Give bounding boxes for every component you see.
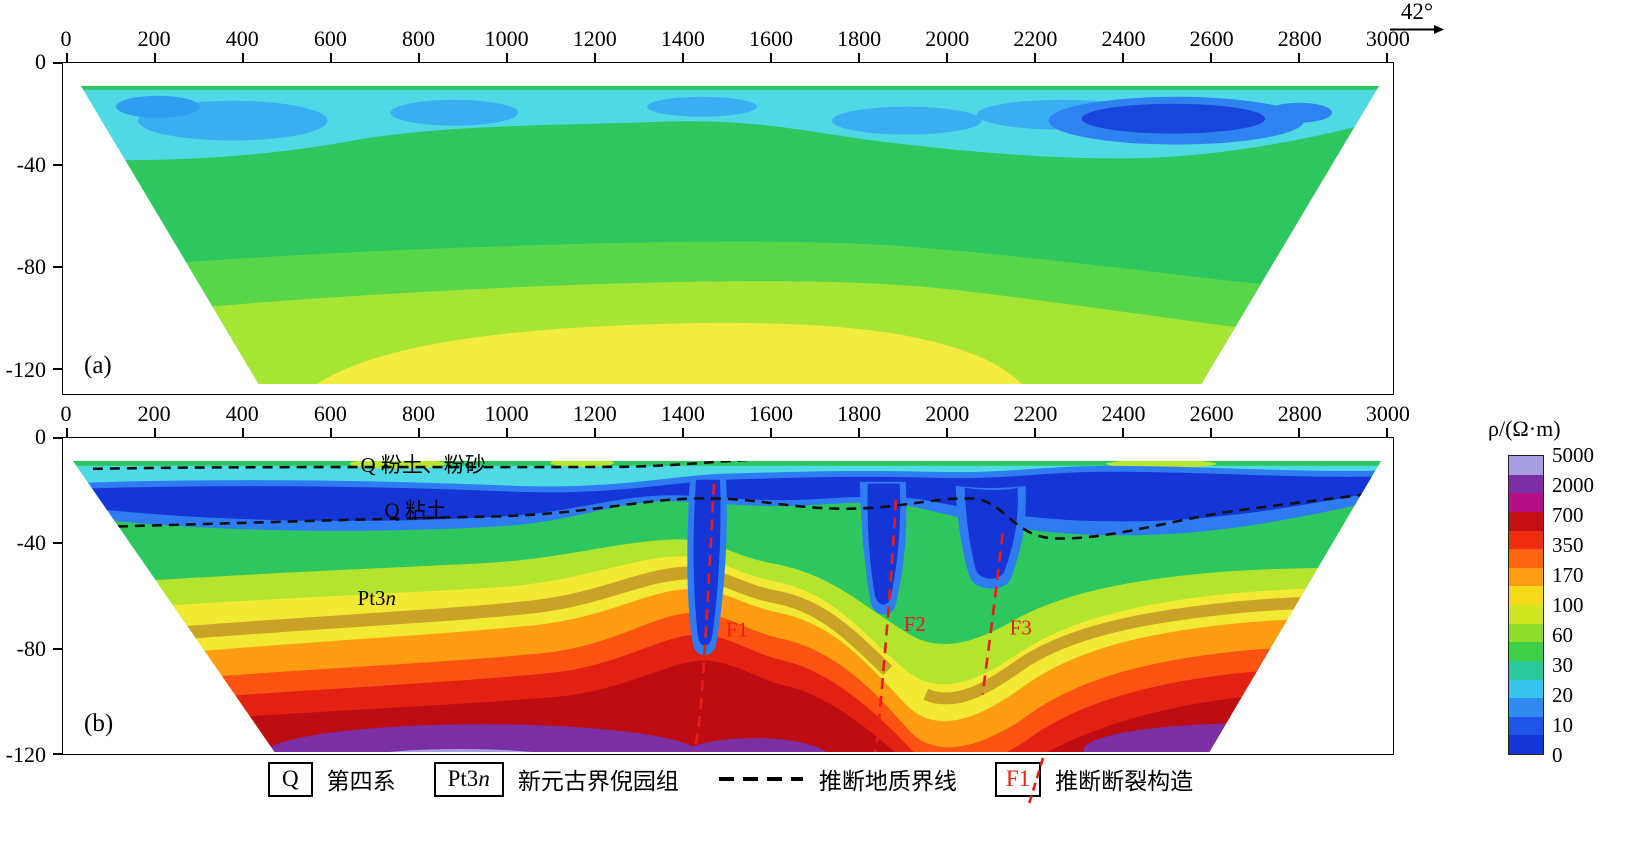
x-tick-mark [946, 428, 948, 437]
annotation-f2: F2 [904, 612, 926, 636]
panel-b-y-axis-labels: 0 -40 -80 -120 [5, 424, 46, 767]
colorbar-cell [1509, 605, 1543, 624]
colorbar-cell [1509, 567, 1543, 587]
x-tick-mark [858, 53, 860, 62]
panel-b-plot-area: Q 粉土、粉砂 Q 粘土 Pt3n F1 F2 F3 [62, 437, 1394, 755]
annotation-f3: F3 [1010, 616, 1032, 640]
y-tick-mark [53, 647, 62, 650]
legend-q-symbol: Q [268, 762, 313, 797]
x-tick-mark [154, 53, 156, 62]
x-tick-mark [1122, 428, 1124, 437]
colorbar [1508, 455, 1544, 755]
fault-line-f2 [873, 499, 898, 753]
x-tick-mark [242, 428, 244, 437]
annotation-q-silt: Q 粉土、粉砂 [361, 453, 486, 477]
x-tick-mark [946, 53, 948, 62]
x-tick-mark [682, 53, 684, 62]
x-tick-mark [1298, 53, 1300, 62]
bearing-arrow-icon [1390, 25, 1444, 35]
x-tick-mark [1298, 428, 1300, 437]
y-tick-mark [53, 368, 62, 370]
legend: Q 第四系 Pt3n 新元古界倪园组 推断地质界线 F1 推断断裂构造 [268, 757, 1194, 805]
annotation-f1: F1 [726, 618, 748, 642]
colorbar-cell [1509, 456, 1543, 475]
resistivity-section-b: Q 粉土、粉砂 Q 粘土 Pt3n F1 F2 F3 [72, 453, 1382, 753]
colorbar-title: ρ/(Ω·m) [1488, 416, 1561, 441]
x-tick-mark [1034, 428, 1036, 437]
x-tick-mark [418, 53, 420, 62]
panel-b-x-tick-marks [66, 428, 1388, 437]
y-tick-mark [53, 437, 62, 439]
legend-boundary-line-icon [718, 777, 803, 782]
colorbar-cell [1509, 698, 1543, 717]
colorbar-cell [1509, 735, 1543, 754]
x-tick-mark [506, 53, 508, 62]
x-tick-mark [66, 53, 68, 62]
x-tick-mark [418, 428, 420, 437]
colorbar-cell [1509, 511, 1543, 531]
x-tick-mark [594, 428, 596, 437]
resistivity-section-a [80, 85, 1380, 385]
x-tick-mark [858, 428, 860, 437]
colorbar-cell [1509, 716, 1543, 736]
x-tick-mark [506, 428, 508, 437]
panel-a-x-tick-marks [66, 53, 1388, 62]
x-tick-mark [242, 53, 244, 62]
colorbar-labels: 5000 2000 700 350 170 100 60 30 20 10 0 [1552, 442, 1594, 767]
profile-bearing: 42° [1382, 0, 1452, 35]
colorbar-cell [1509, 493, 1543, 512]
x-tick-mark [154, 428, 156, 437]
legend-fault-symbol: F1 [994, 757, 1044, 805]
geological-boundary-line-lower [117, 491, 1378, 540]
y-tick-mark [53, 164, 62, 166]
annotation-pt3n: Pt3n [358, 586, 396, 610]
x-tick-mark [682, 428, 684, 437]
y-tick-mark [53, 266, 62, 268]
colorbar-cell [1509, 530, 1543, 550]
colorbar-cell [1509, 660, 1543, 680]
fault-line-f1 [692, 483, 716, 753]
x-tick-mark [330, 428, 332, 437]
x-tick-mark [770, 53, 772, 62]
x-tick-mark [1386, 53, 1388, 62]
bearing-value: 42° [1400, 0, 1434, 24]
colorbar-cell [1509, 549, 1543, 568]
colorbar-cell [1509, 586, 1543, 605]
x-tick-mark [1386, 428, 1388, 437]
legend-q-label: 第四系 [326, 769, 396, 795]
colorbar-cell [1509, 642, 1543, 661]
panel-a-label: (a) [84, 352, 112, 379]
panel-a-y-tick-marks [53, 62, 62, 370]
y-tick-mark [53, 752, 62, 755]
legend-fault-line-icon [1027, 757, 1044, 805]
x-tick-mark [1210, 428, 1212, 437]
x-tick-mark [66, 428, 68, 437]
legend-pt3n-label: 新元古界倪园组 [517, 769, 679, 795]
panel-b-x-axis-labels: 0 200 400 600 800 1000 1200 1400 1600 1800 2000 220… [60, 401, 1410, 426]
x-tick-mark [330, 53, 332, 62]
panel-b-y-tick-marks [53, 437, 62, 755]
y-tick-mark [53, 62, 62, 64]
x-tick-mark [1210, 53, 1212, 62]
legend-pt3n-symbol: Pt3n [433, 762, 504, 797]
panel-a-y-axis-labels: 0 -40 -80 -120 [5, 49, 46, 382]
panel-b-label: (b) [84, 710, 114, 737]
legend-boundary-label: 推断地质界线 [818, 769, 957, 795]
annotation-q-clay: Q 粘土 [385, 499, 447, 523]
x-tick-mark [1034, 53, 1036, 62]
legend-fault-label: 推断断裂构造 [1055, 769, 1194, 795]
y-tick-mark [53, 542, 62, 545]
colorbar-cell [1509, 474, 1543, 494]
x-tick-mark [594, 53, 596, 62]
panel-a-x-axis-labels: 0 200 400 600 800 1000 1200 1400 1600 1800 2000 220… [60, 26, 1410, 51]
colorbar-cell [1509, 623, 1543, 643]
colorbar-cell [1509, 679, 1543, 699]
fault-line-f3 [981, 533, 1004, 695]
x-tick-mark [1122, 53, 1124, 62]
x-tick-mark [770, 428, 772, 437]
panel-a-plot-area [62, 62, 1394, 395]
